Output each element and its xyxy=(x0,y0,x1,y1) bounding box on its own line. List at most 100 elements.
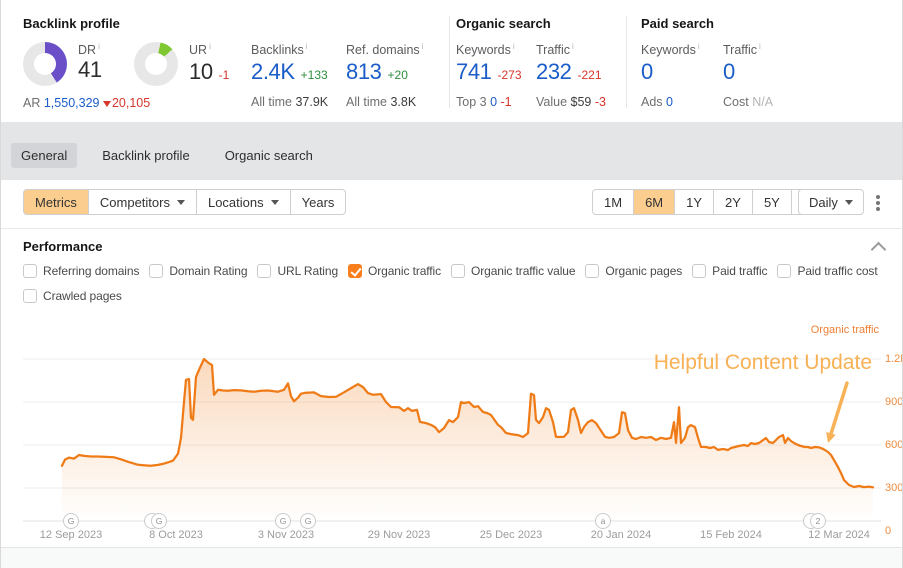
kebab-menu-icon xyxy=(876,201,880,205)
checkbox-crawled-pages[interactable]: Crawled pages xyxy=(23,289,122,303)
backlinks-value[interactable]: 2.4K xyxy=(251,59,295,85)
checkbox-label: Crawled pages xyxy=(43,289,122,303)
range-6m[interactable]: 6M xyxy=(633,189,676,215)
checkbox-url-rating[interactable]: URL Rating xyxy=(257,264,338,278)
range-5y[interactable]: 5Y xyxy=(751,189,792,215)
checkbox-icon[interactable] xyxy=(692,264,707,278)
tab-organic-search[interactable]: Organic search xyxy=(224,148,313,163)
info-icon[interactable]: i xyxy=(421,42,424,51)
checkbox-label: Organic pages xyxy=(605,264,683,278)
google-update-marker-icon[interactable]: a xyxy=(595,513,611,529)
paid-keywords-block: Keywords i 0 Ads 0 xyxy=(641,42,700,109)
checkbox-label: Organic traffic xyxy=(368,264,442,278)
checkbox-paid-traffic-cost[interactable]: Paid traffic cost xyxy=(777,264,878,278)
ar-row: AR 1,550,329 20,105 xyxy=(23,96,151,110)
ur-label: UR i xyxy=(189,42,211,58)
date-range-group: 1M6M1Y2Y5YAll xyxy=(592,189,830,215)
ur-gauge xyxy=(134,42,178,86)
info-icon[interactable]: i xyxy=(512,42,515,51)
x-axis-label: 25 Dec 2023 xyxy=(479,529,543,541)
y-axis-label: 600 xyxy=(885,439,903,451)
checkbox-organic-traffic[interactable]: Organic traffic xyxy=(348,264,441,278)
collapse-section-button[interactable] xyxy=(870,241,887,260)
x-axis-label: 29 Nov 2023 xyxy=(367,529,431,541)
chart-legend-organic-traffic[interactable]: Organic traffic xyxy=(810,324,879,336)
organic-traffic-value[interactable]: 232 xyxy=(536,59,572,85)
ref-domains-alltime: All time 3.8K xyxy=(346,94,417,109)
checkbox-icon[interactable] xyxy=(777,264,792,278)
svg-text:2: 2 xyxy=(816,516,821,526)
filter-metrics[interactable]: Metrics xyxy=(23,189,89,215)
ur-block: UR i 10 -1 xyxy=(134,42,229,86)
more-options-button[interactable] xyxy=(872,195,884,211)
dr-label: DR i xyxy=(78,42,100,58)
dr-value: 41 xyxy=(78,57,102,83)
checkbox-icon[interactable] xyxy=(23,264,37,278)
x-axis-label: 12 Mar 2024 xyxy=(808,529,870,541)
range-1m[interactable]: 1M xyxy=(592,189,635,215)
info-icon[interactable]: i xyxy=(572,42,574,51)
x-axis-label: 8 Oct 2023 xyxy=(149,529,203,541)
ref-domains-block: Ref. domains i 813 +20 All time 3.8K xyxy=(346,42,423,109)
ref-domains-delta: +20 xyxy=(387,68,408,83)
info-icon[interactable]: i xyxy=(759,42,761,51)
info-icon[interactable]: i xyxy=(305,42,308,51)
ur-value: 10 xyxy=(189,59,213,85)
info-icon[interactable]: i xyxy=(697,42,700,51)
footer-strip xyxy=(1,548,902,568)
checkbox-paid-traffic[interactable]: Paid traffic xyxy=(692,264,768,278)
google-update-marker-icon[interactable]: 2 xyxy=(803,513,826,529)
range-1y[interactable]: 1Y xyxy=(674,189,715,215)
range-2y[interactable]: 2Y xyxy=(713,189,753,215)
report-tabs: General Backlink profile Organic search xyxy=(11,143,323,168)
tab-backlink-profile[interactable]: Backlink profile xyxy=(102,148,190,163)
header-divider xyxy=(626,16,627,108)
google-update-marker-icon[interactable]: G xyxy=(63,513,79,529)
paid-search-title: Paid search xyxy=(641,16,714,31)
ref-domains-label: Ref. domains i xyxy=(346,42,424,58)
y-axis-label: 300 xyxy=(885,482,903,494)
checkbox-icon[interactable] xyxy=(451,264,466,278)
backlinks-delta: +133 xyxy=(300,68,328,83)
checkbox-organic-traffic-value[interactable]: Organic traffic value xyxy=(451,264,576,278)
checkbox-referring-domains[interactable]: Referring domains xyxy=(23,264,139,278)
checkbox-icon[interactable] xyxy=(257,264,272,278)
backlinks-alltime: All time 37.9K xyxy=(251,94,329,109)
checkbox-label: Organic traffic value xyxy=(471,264,576,278)
granularity-dropdown[interactable]: Daily xyxy=(798,189,864,215)
organic-keywords-block: Keywords i 741 -273 Top 3 0 -1 xyxy=(456,42,522,109)
google-update-marker-icon[interactable]: G xyxy=(144,513,167,529)
checkbox-icon[interactable] xyxy=(23,289,37,303)
bottom-divider xyxy=(1,547,902,548)
svg-text:G: G xyxy=(305,516,312,526)
performance-title: Performance xyxy=(23,239,103,254)
y-axis-label: 1.2K xyxy=(885,353,902,365)
organic-keywords-value[interactable]: 741 xyxy=(456,59,492,85)
chevron-down-icon xyxy=(270,199,279,205)
checkbox-organic-pages[interactable]: Organic pages xyxy=(585,264,682,278)
ur-delta: -1 xyxy=(218,68,230,83)
chevron-up-icon xyxy=(870,241,887,258)
filter-years[interactable]: Years xyxy=(289,189,347,215)
tab-general[interactable]: General xyxy=(11,143,78,168)
report-tab-band: General Backlink profile Organic search xyxy=(1,122,902,180)
checkbox-checked-icon[interactable] xyxy=(348,264,363,278)
ref-domains-value[interactable]: 813 xyxy=(346,59,382,85)
paid-keywords-value[interactable]: 0 xyxy=(641,59,653,85)
ar-value[interactable]: 1,550,329 xyxy=(43,96,100,110)
paid-traffic-value[interactable]: 0 xyxy=(723,59,735,85)
y-axis-label: 0 xyxy=(885,525,892,537)
filter-locations[interactable]: Locations xyxy=(195,189,291,215)
checkbox-icon[interactable] xyxy=(585,264,600,278)
google-update-marker-icon[interactable]: G xyxy=(300,513,316,529)
info-icon[interactable]: i xyxy=(209,42,211,51)
filter-competitors[interactable]: Competitors xyxy=(87,189,197,215)
info-icon[interactable]: i xyxy=(98,42,100,51)
checkbox-icon[interactable] xyxy=(149,264,164,278)
x-axis-label: 15 Feb 2024 xyxy=(700,529,762,541)
checkbox-domain-rating[interactable]: Domain Rating xyxy=(149,264,248,278)
x-axis-label: 12 Sep 2023 xyxy=(39,529,103,541)
google-update-marker-icon[interactable]: G xyxy=(275,513,291,529)
